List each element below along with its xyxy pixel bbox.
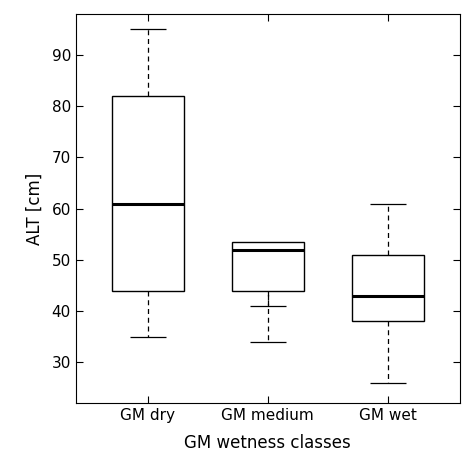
Bar: [352, 255, 424, 321]
X-axis label: GM wetness classes: GM wetness classes: [184, 434, 351, 452]
Bar: [112, 96, 184, 291]
Bar: [232, 242, 304, 291]
Y-axis label: ALT [cm]: ALT [cm]: [25, 173, 43, 245]
